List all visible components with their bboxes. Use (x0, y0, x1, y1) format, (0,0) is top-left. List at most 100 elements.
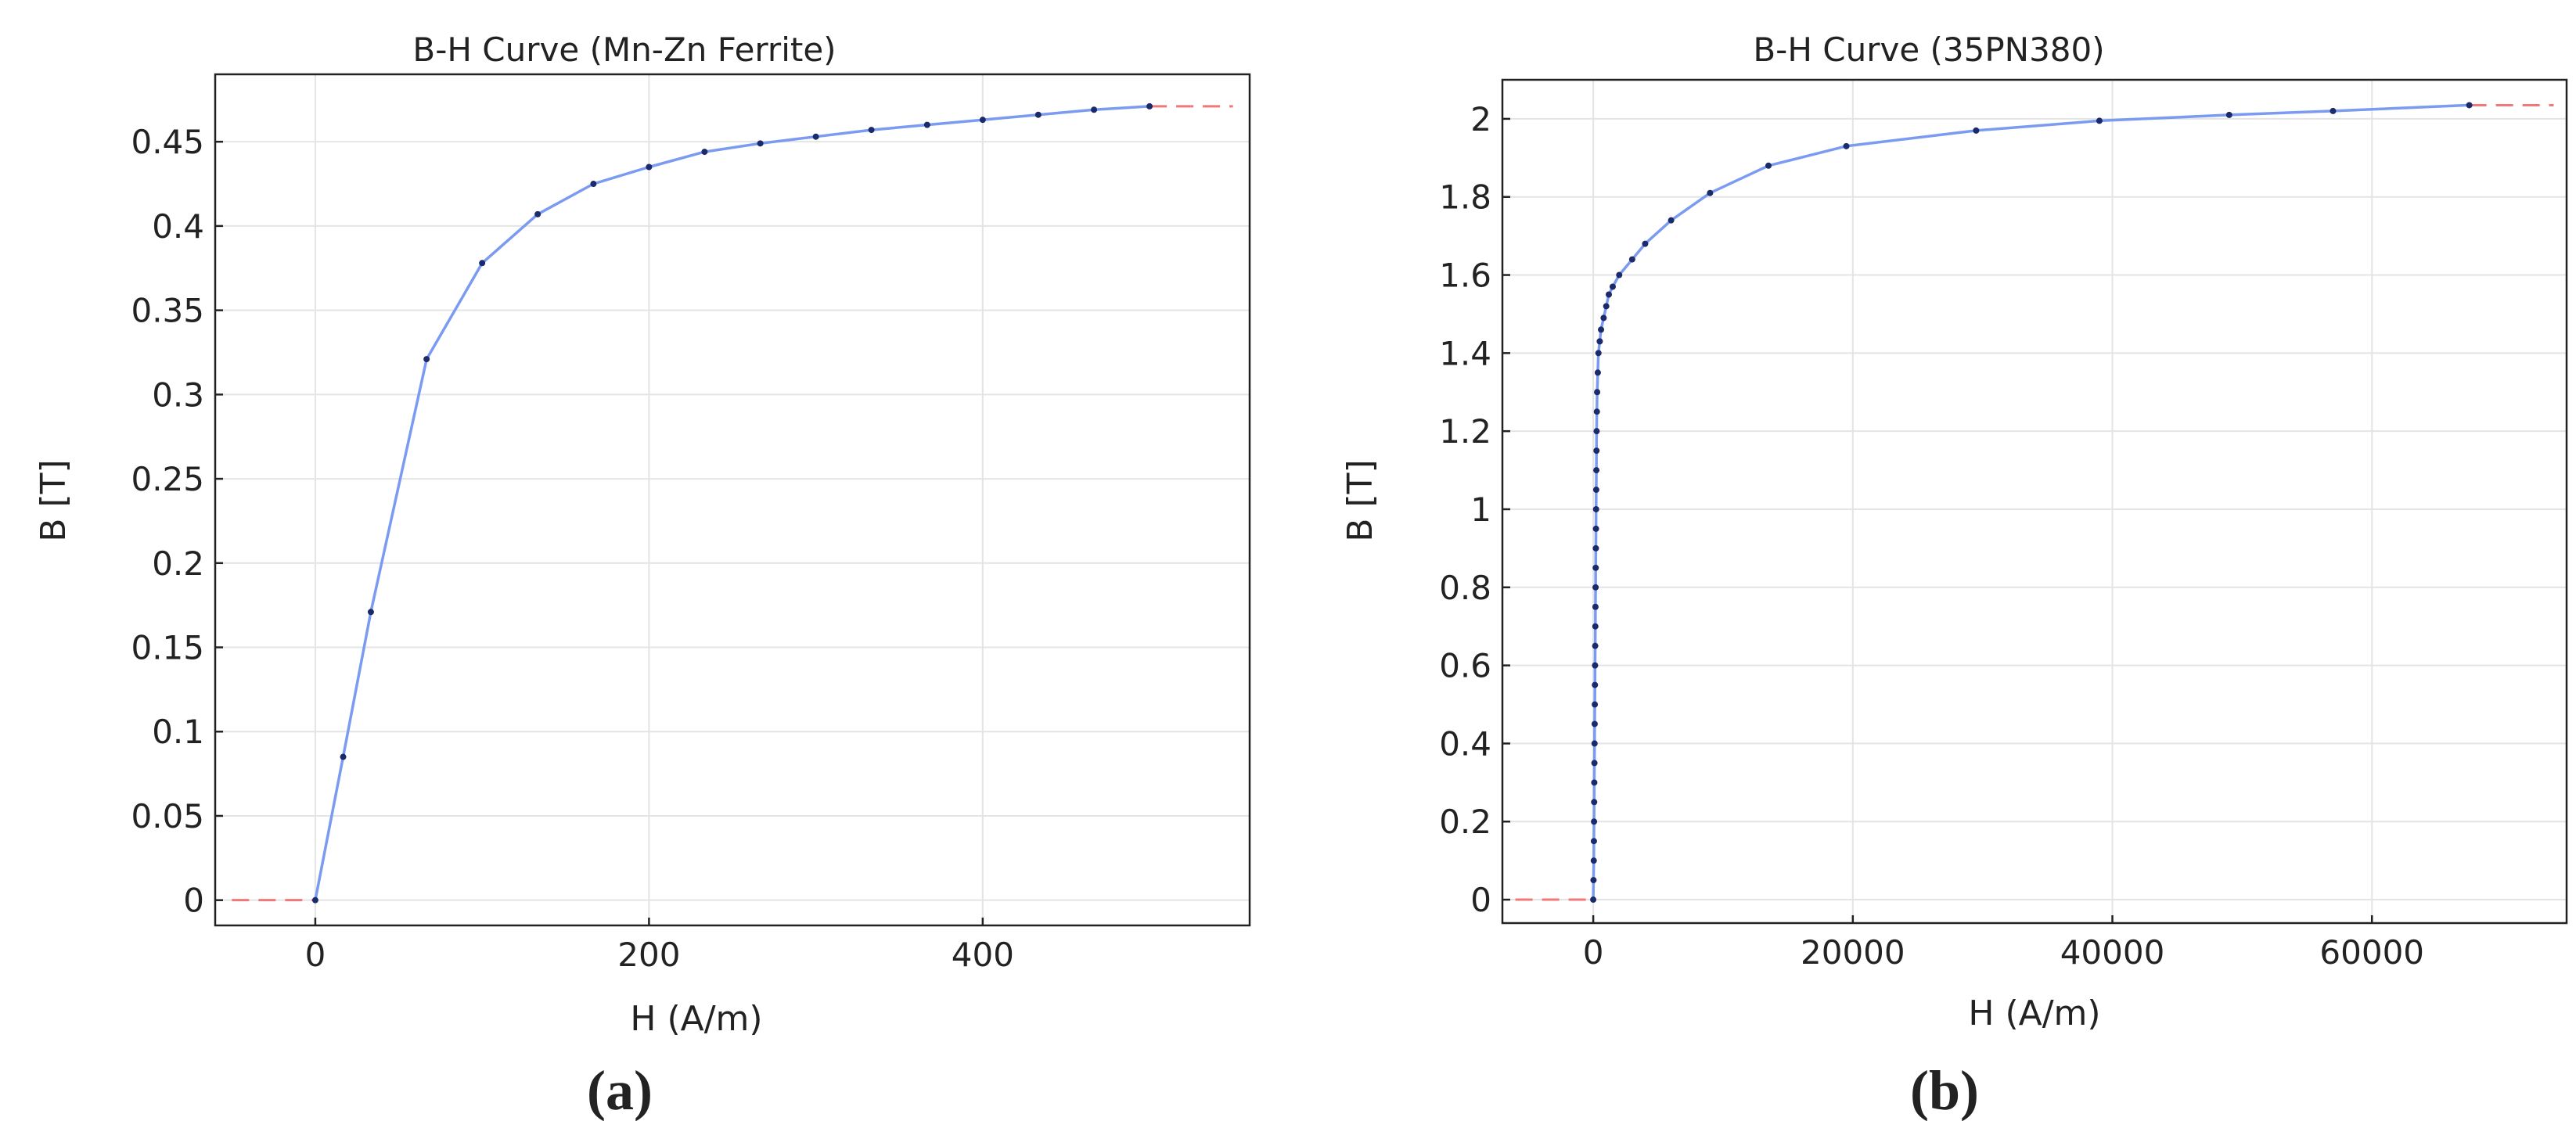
data-point (1146, 102, 1153, 110)
data-point (1596, 338, 1603, 345)
data-point (1592, 623, 1599, 630)
y-tick-label: 1.2 (1439, 412, 1491, 451)
x-tick-label: 20000 (1801, 933, 1905, 972)
data-point (1616, 271, 1623, 278)
y-tick-label: 0 (183, 882, 204, 920)
data-point (1593, 428, 1600, 435)
y-tick-label: 0.4 (152, 207, 204, 246)
data-point (311, 896, 318, 904)
data-point (1590, 857, 1597, 864)
data-point (1594, 369, 1601, 376)
data-point (534, 210, 541, 217)
y-tick-label: 0.35 (131, 292, 204, 330)
data-point (1598, 326, 1605, 333)
y-tick-label: 1.8 (1439, 178, 1491, 217)
y-tick-label: 0.05 (131, 797, 204, 835)
data-point (868, 127, 875, 134)
data-point (701, 149, 708, 156)
data-point (979, 117, 986, 124)
data-point (1765, 162, 1772, 169)
data-point (1590, 877, 1597, 884)
data-point (1591, 760, 1598, 767)
data-point (1973, 127, 1980, 134)
data-point (1642, 240, 1649, 247)
data-point (1843, 142, 1850, 149)
data-point (1595, 350, 1602, 357)
data-point (1592, 584, 1599, 591)
data-point (1603, 303, 1610, 310)
data-point (1606, 291, 1612, 298)
y-tick-label: 0.3 (152, 375, 204, 414)
data-point (2330, 107, 2337, 114)
plot-frame (214, 73, 1251, 927)
data-point (1592, 603, 1599, 610)
data-point (1592, 525, 1599, 532)
data-point (1609, 283, 1616, 290)
data-point (1592, 544, 1599, 552)
data-point (1592, 487, 1599, 494)
x-tick-label: 60000 (2319, 933, 2424, 972)
chart-b: B-H Curve (35PN380) H (A/m) B [T] (b) 0 0… (1340, 31, 2568, 1121)
y-tick-label: 0.4 (1439, 724, 1491, 763)
data-point (923, 121, 930, 128)
data-point (479, 260, 486, 267)
data-point (1034, 111, 1042, 118)
data-point (590, 181, 597, 188)
y-tick-label: 0.25 (131, 460, 204, 498)
x-tick-label: 0 (305, 936, 326, 974)
data-point (1600, 314, 1607, 322)
y-axis-label: B [T] (34, 459, 74, 541)
data-point (1591, 720, 1598, 728)
plot-frame (1501, 78, 2568, 925)
x-tick-label: 400 (952, 936, 1014, 974)
y-tick-label: 1 (1470, 490, 1491, 529)
data-point (1592, 642, 1599, 649)
y-tick-label: 0.2 (152, 544, 204, 583)
data-point (1091, 106, 1098, 113)
data-point (1592, 701, 1599, 708)
panel-label: (b) (1910, 1059, 1979, 1121)
data-point (757, 140, 764, 147)
panel-label: (a) (587, 1059, 653, 1121)
y-tick-label: 2 (1470, 100, 1491, 138)
y-tick-label: 0.45 (131, 123, 204, 161)
data-point (812, 133, 819, 140)
data-point (1591, 779, 1598, 786)
x-tick-label: 0 (1583, 933, 1604, 972)
data-point (1594, 389, 1601, 396)
series-line (1592, 103, 2470, 900)
y-tick-label: 1.4 (1439, 334, 1491, 372)
data-point (1592, 662, 1599, 669)
y-tick-label: 0.2 (1439, 803, 1491, 841)
data-point (1591, 799, 1598, 806)
y-tick-label: 0.1 (152, 713, 204, 751)
data-point (367, 609, 374, 616)
data-point (1668, 217, 1675, 224)
x-axis-label: H (A/m) (1968, 993, 2100, 1033)
data-point (1593, 467, 1600, 474)
x-tick-label: 40000 (2060, 933, 2165, 972)
data-point (1593, 408, 1600, 415)
y-tick-label: 0 (1470, 881, 1491, 919)
data-point (1590, 838, 1597, 845)
data-point (1593, 447, 1600, 455)
data-point (1592, 564, 1599, 571)
data-point (2225, 111, 2232, 118)
data-point (1707, 189, 1714, 196)
data-point (2466, 102, 2473, 109)
data-point (340, 753, 347, 760)
data-point (1592, 505, 1599, 512)
data-point (646, 163, 653, 171)
data-point (1590, 896, 1597, 904)
data-point (1591, 740, 1598, 747)
data-point (1591, 818, 1598, 825)
data-point (1628, 256, 1635, 263)
y-tick-label: 0.6 (1439, 647, 1491, 685)
y-tick-label: 0.8 (1439, 569, 1491, 607)
chart-title: B-H Curve (35PN380) (1753, 31, 2104, 69)
y-tick-label: 0.15 (131, 629, 204, 667)
x-axis-label: H (A/m) (630, 999, 762, 1039)
chart-title: B-H Curve (Mn-Zn Ferrite) (412, 31, 836, 69)
y-axis-label: B [T] (1340, 459, 1380, 541)
